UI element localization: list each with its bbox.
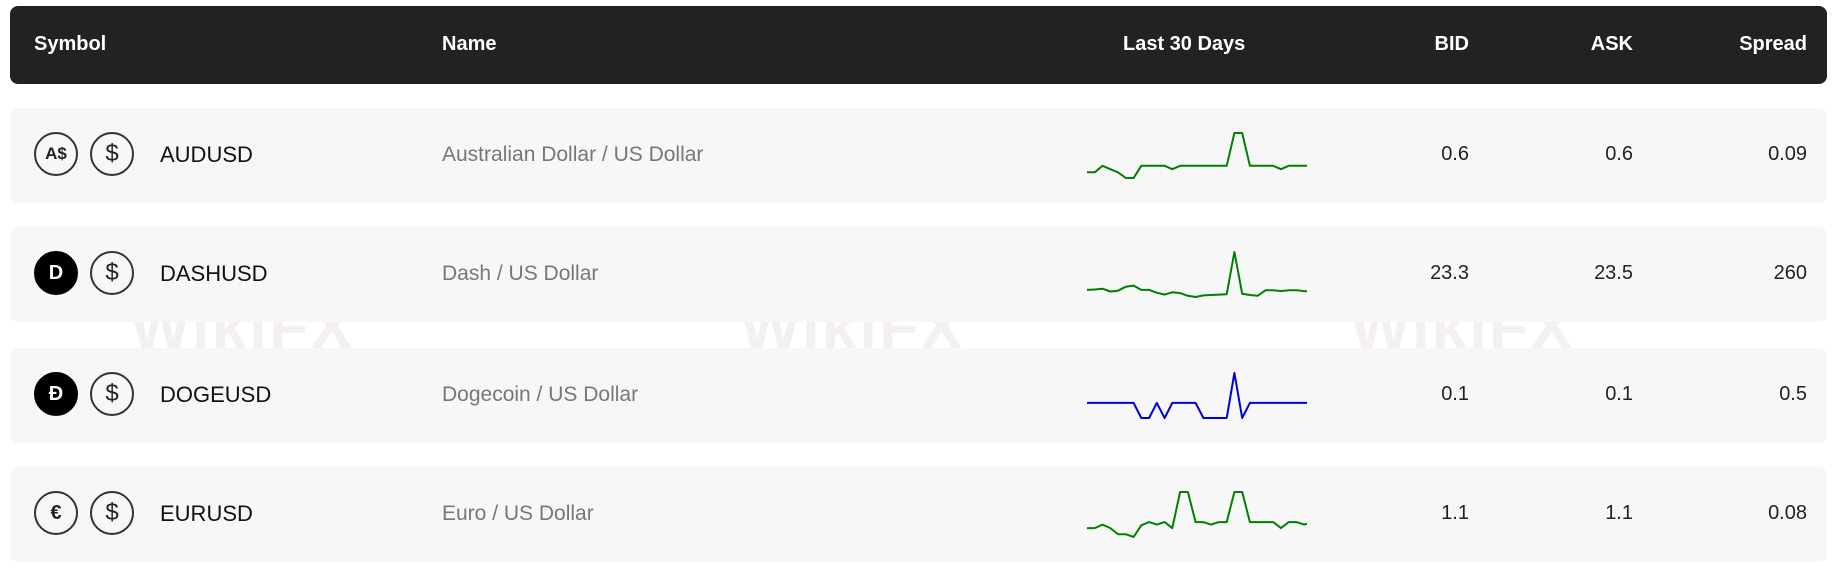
sparkline-chart	[1087, 372, 1307, 419]
sparkline-line	[1087, 372, 1307, 419]
dash-icon: D	[34, 251, 78, 295]
instrument-name: Dash / US Dollar	[442, 262, 599, 285]
usd-icon: $	[90, 372, 134, 416]
ask-value: 0.6	[1605, 143, 1633, 165]
table-row[interactable]: Đ $ DOGEUSD Dogecoin / US Dollar 0.1 0.1…	[10, 348, 1827, 443]
usd-icon: $	[90, 251, 134, 295]
usd-icon: $	[90, 132, 134, 176]
col-bid: BID	[1434, 33, 1469, 55]
symbol[interactable]: EURUSD	[160, 501, 253, 526]
dogecoin-icon: Đ	[34, 372, 78, 416]
sparkline-line	[1086, 251, 1307, 298]
table-header: Symbol Name Last 30 Days BID ASK Spread	[10, 6, 1827, 84]
col-spread: Spread	[1739, 33, 1807, 55]
symbol[interactable]: DOGEUSD	[160, 382, 272, 407]
sparkline-chart	[1086, 251, 1307, 298]
spread-value: 0.08	[1768, 502, 1807, 524]
symbol[interactable]: DASHUSD	[160, 261, 268, 286]
symbol[interactable]: AUDUSD	[160, 142, 253, 167]
euro-icon: €	[34, 491, 78, 535]
sparkline-line	[1087, 132, 1307, 179]
table-row[interactable]: A$ $ AUDUSD Australian Dollar / US Dolla…	[10, 108, 1827, 203]
usd-icon: $	[90, 491, 134, 535]
col-ask: ASK	[1590, 33, 1633, 55]
aud-icon: A$	[34, 132, 78, 176]
bid-value: 23.3	[1430, 262, 1469, 284]
sparkline-chart	[1087, 491, 1307, 538]
ask-value: 0.1	[1605, 383, 1633, 405]
ask-value: 1.1	[1605, 502, 1633, 524]
spread-value: 260	[1773, 262, 1807, 284]
ask-value: 23.5	[1594, 262, 1633, 284]
spread-value: 0.09	[1768, 143, 1807, 165]
col-symbol: Symbol	[34, 33, 107, 55]
col-last-30-days: Last 30 Days	[1123, 33, 1246, 55]
bid-value: 1.1	[1441, 502, 1469, 524]
instrument-name: Australian Dollar / US Dollar	[442, 143, 704, 166]
spread-value: 0.5	[1779, 383, 1807, 405]
table-row[interactable]: € $ EURUSD Euro / US Dollar 1.1 1.1 0.08	[10, 467, 1827, 562]
bid-value: 0.1	[1441, 383, 1469, 405]
instrument-name: Dogecoin / US Dollar	[442, 383, 639, 406]
sparkline-line	[1087, 491, 1307, 538]
sparkline-chart	[1087, 132, 1307, 179]
table-row[interactable]: D $ DASHUSD Dash / US Dollar 23.3 23.5 2…	[10, 227, 1827, 322]
bid-value: 0.6	[1441, 143, 1469, 165]
instrument-name: Euro / US Dollar	[442, 502, 594, 525]
col-name: Name	[442, 33, 497, 55]
